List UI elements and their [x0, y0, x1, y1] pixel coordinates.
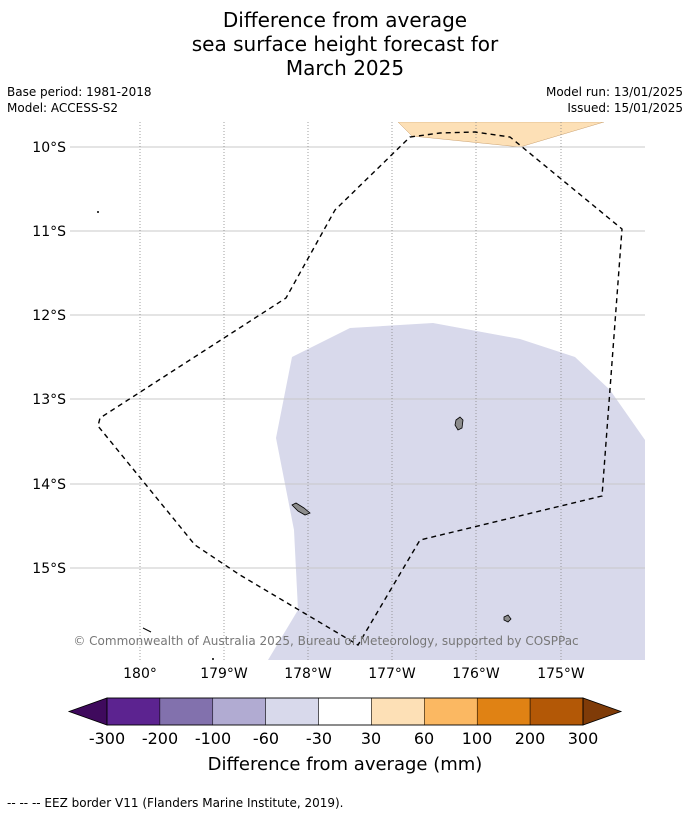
- island-small: [503, 614, 512, 623]
- colorbar-segment: [318, 697, 372, 726]
- island-tutuila: [291, 502, 311, 516]
- lat-label: 14°S: [32, 477, 66, 493]
- colorbar-segment: [159, 697, 214, 726]
- lon-label: 176°W: [452, 666, 500, 682]
- colorbar-segment: [529, 697, 584, 726]
- model-name: Model: ACCESS-S2: [7, 101, 119, 115]
- lat-labels: 10°S 11°S 12°S 13°S 14°S 15°S: [32, 140, 66, 577]
- colorbar-tick: -100: [195, 729, 231, 748]
- colorbar-tick: 100: [462, 729, 493, 748]
- copyright-notice: © Commonwealth of Australia 2025, Bureau…: [73, 634, 578, 648]
- lon-label: 180°: [123, 666, 157, 682]
- colorbar-tick: -60: [253, 729, 279, 748]
- island-coast: [142, 627, 152, 633]
- lat-label: 11°S: [32, 224, 66, 240]
- meta-left: Base period: 1981-2018 Model: ACCESS-S2: [7, 84, 152, 116]
- colorbar-tick: 300: [568, 729, 599, 748]
- colorbar-segment: [476, 697, 531, 726]
- graticule: [70, 146, 645, 569]
- lon-labels: 180° 179°W 178°W 177°W 176°W 175°W: [123, 666, 585, 682]
- colorbar-tick-labels: -300 -200 -100 -60 -30 30 60 100 200 300: [89, 729, 598, 748]
- meta-right: Model run: 13/01/2025 Issued: 15/01/2025: [546, 84, 683, 116]
- colorbar-tick: 60: [414, 729, 434, 748]
- colorbar-tick: 200: [515, 729, 546, 748]
- island-swains: [454, 416, 464, 431]
- base-period: Base period: 1981-2018: [7, 85, 152, 99]
- lat-label: 12°S: [32, 308, 66, 324]
- eez-border: [97, 131, 623, 646]
- colorbar-segment: [424, 697, 478, 726]
- colorbar-tick: -30: [306, 729, 332, 748]
- colorbar-label: Difference from average (mm): [207, 754, 483, 775]
- lon-label: 177°W: [368, 666, 416, 682]
- colorbar-segment: [212, 697, 266, 726]
- model-run: Model run: 13/01/2025: [545, 85, 683, 99]
- colorbar-extend-high: [582, 697, 623, 726]
- island-dot: [97, 211, 99, 213]
- colorbar-tick: 30: [361, 729, 381, 748]
- lat-label: 10°S: [32, 140, 66, 156]
- lon-label: 178°W: [284, 666, 332, 682]
- title-line-2: sea surface height forecast for: [191, 32, 499, 56]
- colorbar-segments: [106, 697, 584, 726]
- lat-label: 15°S: [32, 561, 66, 577]
- anomaly-region-negative: [268, 323, 645, 660]
- title-line-3: March 2025: [285, 56, 405, 80]
- colorbar-segment: [106, 697, 161, 726]
- forecast-map: 10°S 11°S 12°S 13°S 14°S 15°S 180° 179°W…: [32, 122, 645, 748]
- map-area: [70, 122, 645, 660]
- title-line-1: Difference from average: [222, 8, 468, 32]
- map-title: Difference from average sea surface heig…: [0, 8, 690, 80]
- colorbar-segment: [265, 697, 319, 726]
- eez-legend-note: -- -- -- EEZ border V11 (Flanders Marine…: [7, 796, 344, 810]
- colorbar-extend-low: [67, 697, 108, 726]
- colorbar: -300 -200 -100 -60 -30 30 60 100 200 300: [67, 697, 623, 748]
- colorbar-frame: [106, 697, 584, 726]
- colorbar-tick: -300: [89, 729, 125, 748]
- colorbar-segment: [371, 697, 425, 726]
- lon-label: 179°W: [200, 666, 248, 682]
- colorbar-tick: -200: [142, 729, 178, 748]
- lon-label: 175°W: [537, 666, 585, 682]
- lat-label: 13°S: [32, 392, 66, 408]
- island-dot-2: [212, 658, 214, 660]
- issued-date: Issued: 15/01/2025: [567, 101, 683, 115]
